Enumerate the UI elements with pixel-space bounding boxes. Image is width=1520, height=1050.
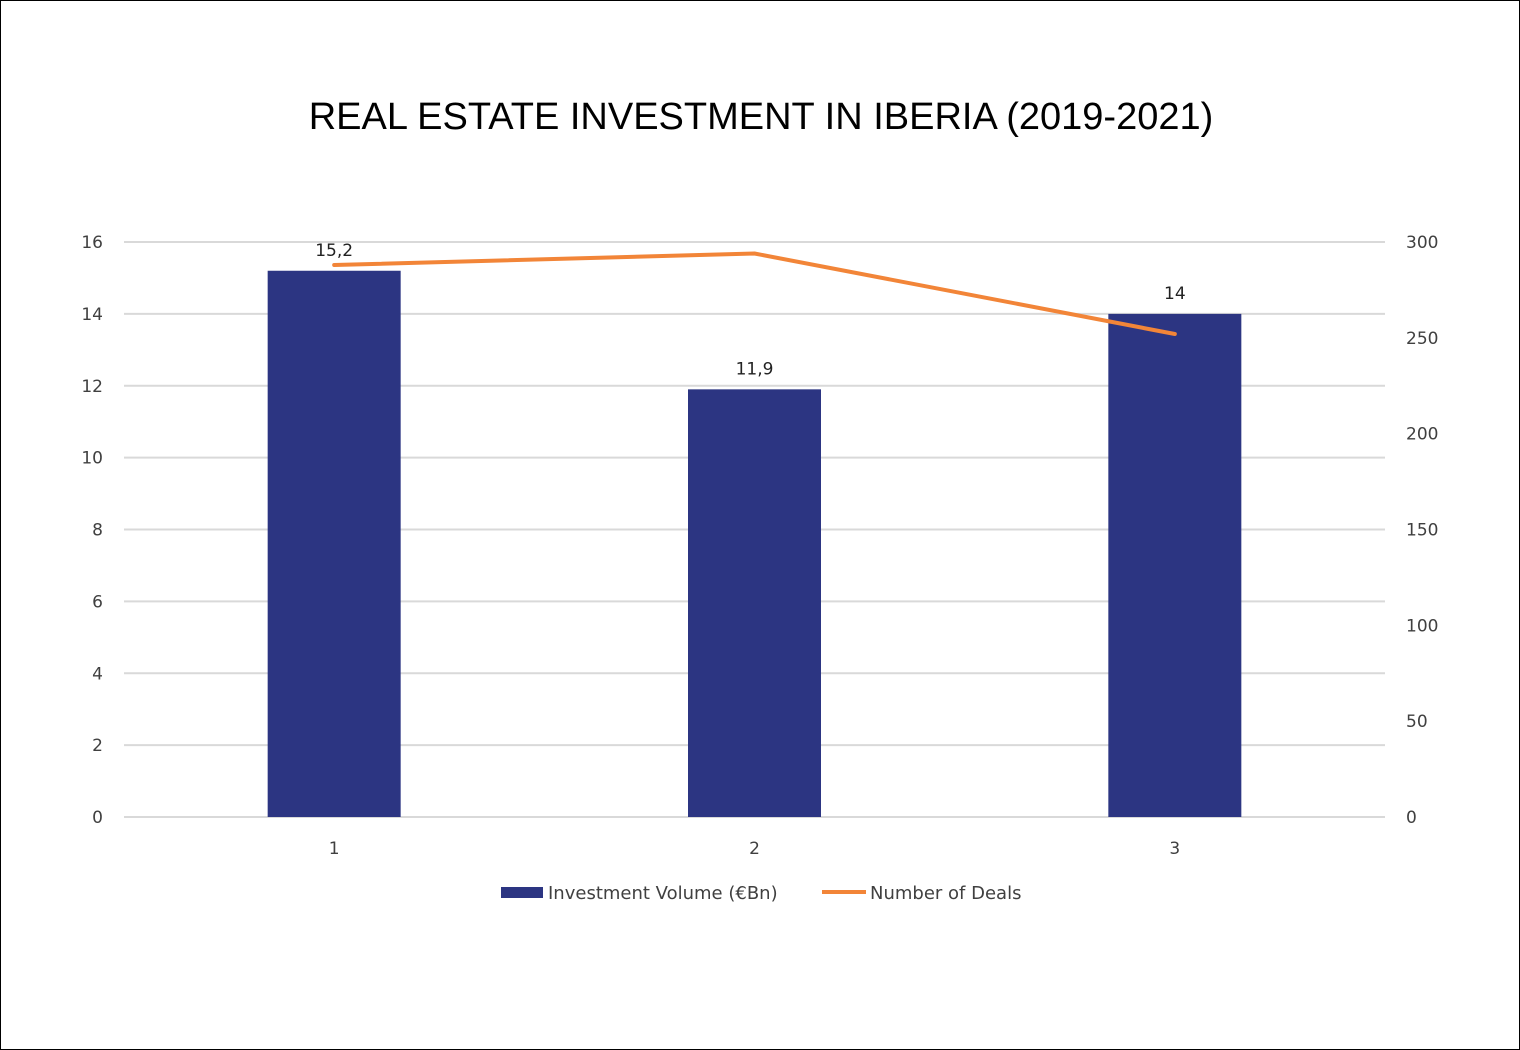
y-left-tick-label: 10 xyxy=(81,449,103,469)
y-left-tick-label: 16 xyxy=(81,233,103,253)
chart-title: REAL ESTATE INVESTMENT IN IBERIA (2019-2… xyxy=(309,96,1214,138)
deals-line xyxy=(332,251,1177,336)
y-left-tick-label: 6 xyxy=(92,592,103,612)
bar xyxy=(688,389,821,817)
bar-data-label: 11,9 xyxy=(736,359,774,379)
deals-line-path xyxy=(332,251,1177,336)
x-tick-label: 2 xyxy=(749,839,760,859)
legend: Investment Volume (€Bn) Number of Deals xyxy=(501,883,1021,904)
x-tick-label: 1 xyxy=(329,839,340,859)
y-right-tick-label: 100 xyxy=(1406,616,1438,636)
bar xyxy=(1108,313,1242,817)
y-right-tick-label: 150 xyxy=(1406,521,1438,541)
legend-label-investment: Investment Volume (€Bn) xyxy=(548,883,778,904)
y-left-tick-label: 2 xyxy=(92,736,103,756)
y-left-tick-label: 0 xyxy=(92,808,103,828)
x-tick-label: 3 xyxy=(1169,839,1180,859)
y-right-tick-label: 250 xyxy=(1406,329,1438,349)
y-left-tick-label: 8 xyxy=(92,521,103,541)
labels: 024681012141605010015020025030015,211,91… xyxy=(81,233,1438,859)
y-left-tick-label: 4 xyxy=(92,664,103,684)
y-left-tick-label: 14 xyxy=(81,305,103,325)
bars xyxy=(267,270,1242,817)
y-right-tick-label: 0 xyxy=(1406,808,1417,828)
bar-data-label: 15,2 xyxy=(315,241,353,261)
y-right-tick-label: 300 xyxy=(1406,233,1438,253)
y-right-tick-label: 200 xyxy=(1406,425,1438,445)
y-right-tick-label: 50 xyxy=(1406,712,1428,732)
bar-data-label: 14 xyxy=(1164,284,1186,304)
legend-label-deals: Number of Deals xyxy=(870,883,1021,904)
bar xyxy=(267,270,401,817)
y-left-tick-label: 12 xyxy=(81,377,103,397)
legend-swatch-investment xyxy=(501,887,543,898)
